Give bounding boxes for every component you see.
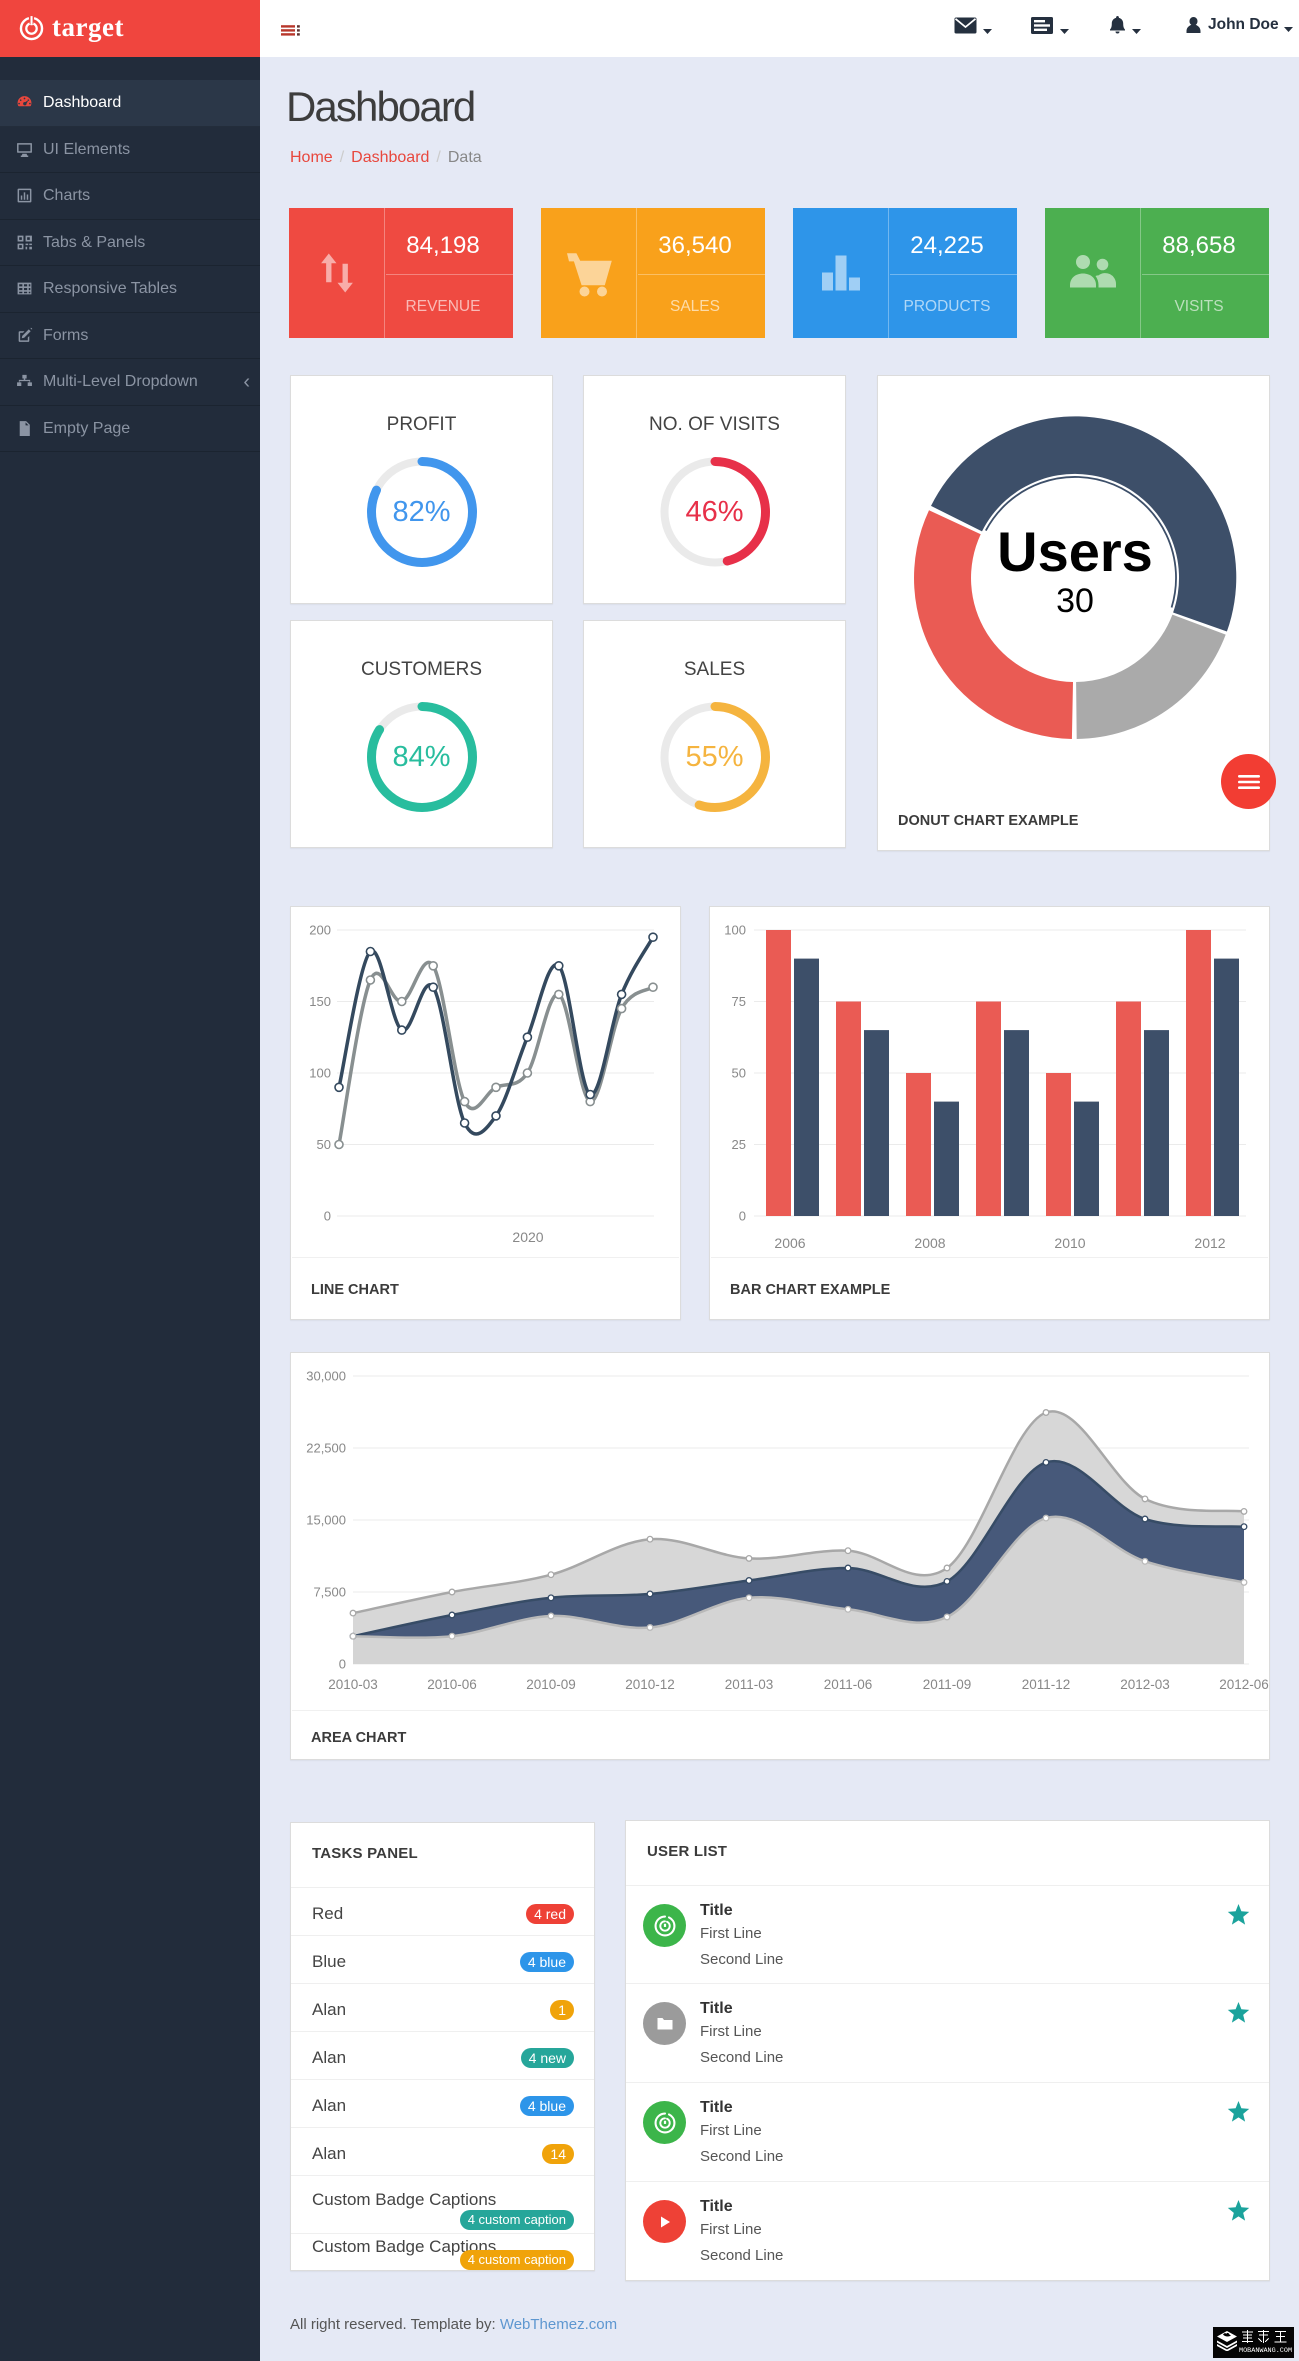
svg-text:200: 200 [309,923,331,938]
svg-text:50: 50 [317,1137,331,1152]
svg-text:2011-03: 2011-03 [725,1677,774,1692]
svg-text:100: 100 [309,1066,331,1081]
svg-text:2011-09: 2011-09 [923,1677,972,1692]
svg-text:30,000: 30,000 [306,1369,346,1384]
svg-text:2010-09: 2010-09 [526,1677,576,1692]
svg-text:2011-12: 2011-12 [1022,1677,1071,1692]
svg-text:0: 0 [324,1209,331,1224]
svg-text:2006: 2006 [774,1235,805,1251]
svg-text:2012-06: 2012-06 [1219,1677,1269,1692]
svg-text:2010-12: 2010-12 [625,1677,675,1692]
svg-text:100: 100 [724,923,746,938]
svg-text:30: 30 [1056,582,1094,620]
svg-text:2020: 2020 [512,1229,543,1245]
svg-text:2010-03: 2010-03 [328,1677,378,1692]
svg-text:2008: 2008 [914,1235,945,1251]
svg-text:2012: 2012 [1194,1235,1225,1251]
svg-text:150: 150 [309,994,331,1009]
svg-text:22,500: 22,500 [306,1441,346,1456]
svg-text:0: 0 [339,1657,346,1672]
svg-text:15,000: 15,000 [306,1513,346,1528]
svg-text:2012-03: 2012-03 [1120,1677,1170,1692]
svg-text:2010-06: 2010-06 [427,1677,477,1692]
svg-text:25: 25 [732,1137,746,1152]
svg-text:75: 75 [732,994,746,1009]
svg-text:0: 0 [739,1209,746,1224]
svg-text:7,500: 7,500 [313,1585,346,1600]
svg-text:Users: Users [997,520,1153,583]
svg-text:2011-06: 2011-06 [824,1677,873,1692]
svg-text:2010: 2010 [1054,1235,1085,1251]
svg-text:50: 50 [732,1066,746,1081]
